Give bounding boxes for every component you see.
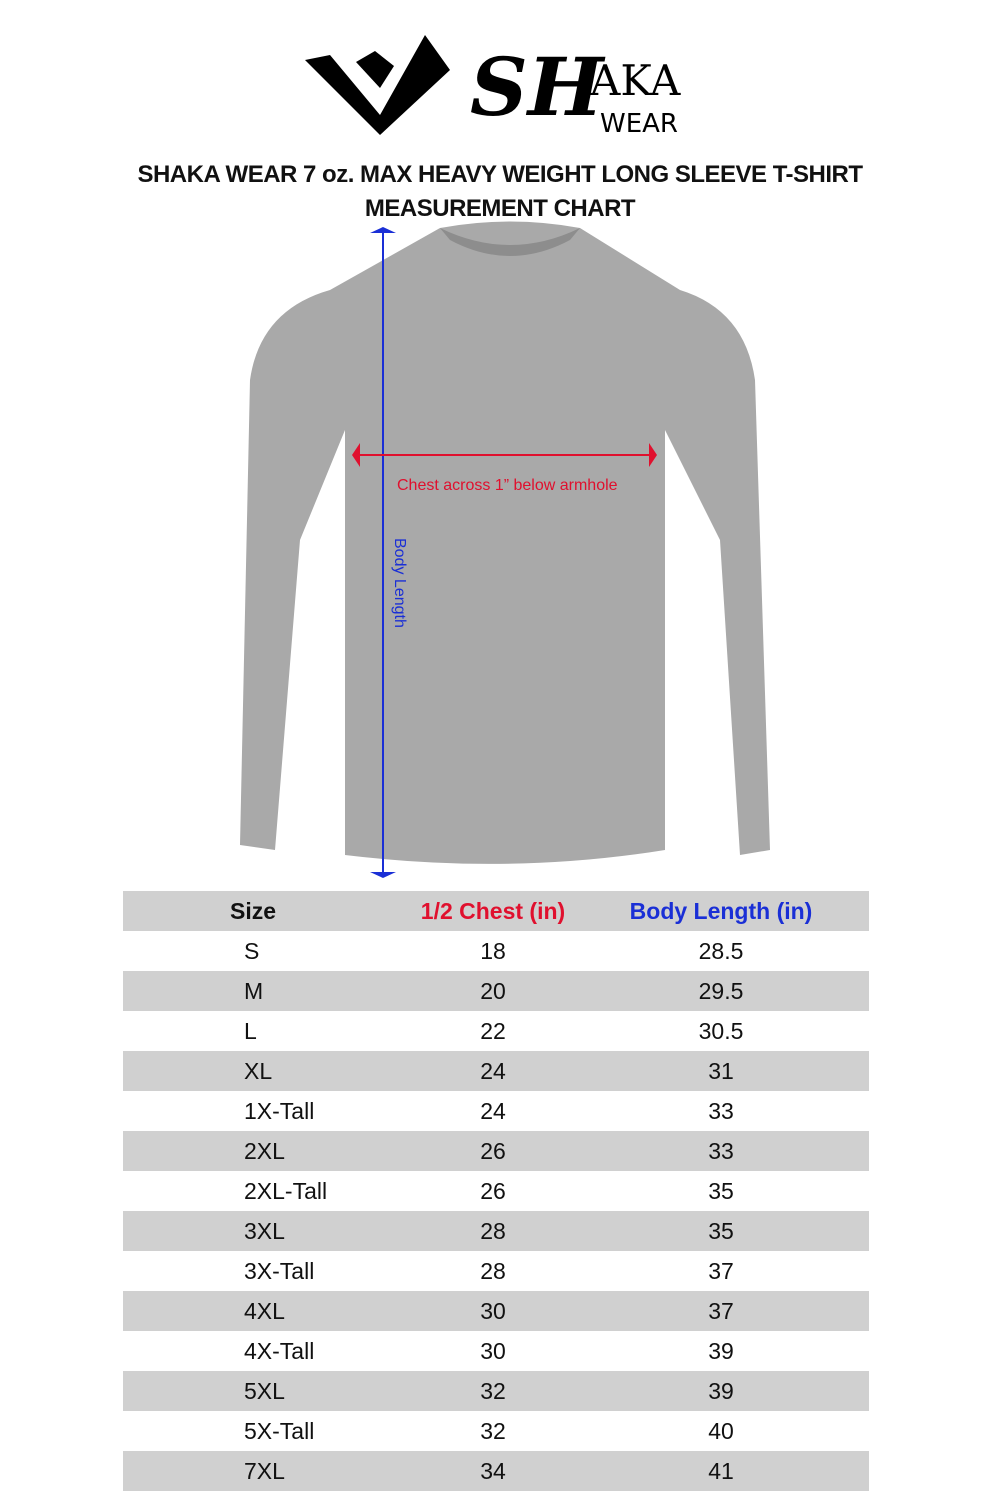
table-row: 4XL 30 37	[123, 1291, 869, 1331]
chest-cell: 24	[480, 1097, 506, 1124]
body-length-cell: 39	[573, 1371, 869, 1411]
body-length-cell: 35	[708, 1177, 734, 1204]
chest-cell: 22	[480, 1017, 506, 1044]
chest-cell: 26	[413, 1131, 573, 1171]
table-row: 1X-Tall 24 33	[123, 1091, 869, 1131]
chest-cell: 28	[480, 1257, 506, 1284]
table-row: 3XL 28 35	[123, 1211, 869, 1251]
chest-cell: 32	[413, 1371, 573, 1411]
chest-cell: 20	[413, 971, 573, 1011]
size-cell: 4XL	[123, 1291, 413, 1331]
header-size: Size	[123, 891, 413, 931]
body-length-cell: 30.5	[698, 1017, 744, 1044]
table-row: 5X-Tall 32 40	[123, 1411, 869, 1451]
body-length-cell: 41	[573, 1451, 869, 1491]
size-cell: 4X-Tall	[244, 1337, 315, 1364]
table-row: 3X-Tall 28 37	[123, 1251, 869, 1291]
svg-text:SH: SH	[470, 40, 606, 134]
body-length-cell: 35	[573, 1211, 869, 1251]
size-cell: 1X-Tall	[244, 1097, 315, 1124]
chart-title: SHAKA WEAR 7 oz. MAX HEAVY WEIGHT LONG S…	[0, 158, 1000, 226]
size-cell: S	[244, 937, 260, 964]
body-length-label: Body Length	[391, 538, 408, 628]
svg-text:AKA: AKA	[589, 56, 681, 105]
table-row: S 18 28.5	[123, 931, 869, 971]
size-cell: 3X-Tall	[244, 1257, 315, 1284]
table-row: 2XL-Tall 26 35	[123, 1171, 869, 1211]
size-cell: 2XL	[123, 1131, 413, 1171]
shirt-diagram	[240, 221, 770, 878]
table-row: 7XL 34 41	[123, 1451, 869, 1491]
chest-cell: 30	[413, 1291, 573, 1331]
size-cell: L	[244, 1017, 257, 1044]
size-cell: 5XL	[123, 1371, 413, 1411]
body-length-cell: 40	[708, 1417, 734, 1444]
chest-label: Chest across 1” below armhole	[397, 477, 618, 494]
size-cell: 2XL-Tall	[244, 1177, 328, 1204]
table-row: L 22 30.5	[123, 1011, 869, 1051]
header-body-length: Body Length (in)	[573, 891, 869, 931]
size-cell: 7XL	[123, 1451, 413, 1491]
chest-cell: 34	[413, 1451, 573, 1491]
body-length-cell: 33	[573, 1131, 869, 1171]
table-row: M 20 29.5	[123, 971, 869, 1011]
table-row: 5XL 32 39	[123, 1371, 869, 1411]
size-cell: M	[123, 971, 413, 1011]
table-row: 2XL 26 33	[123, 1131, 869, 1171]
size-table: Size 1/2 Chest (in) Body Length (in) S 18…	[123, 891, 869, 1491]
body-length-cell: 29.5	[573, 971, 869, 1011]
title-line-2: MEASUREMENT CHART	[364, 195, 636, 222]
body-length-cell: 37	[573, 1291, 869, 1331]
body-length-cell: 31	[573, 1051, 869, 1091]
body-length-cell: 39	[708, 1337, 734, 1364]
table-header: Size 1/2 Chest (in) Body Length (in)	[123, 891, 869, 931]
body-length-cell: 37	[708, 1257, 734, 1284]
chest-cell: 30	[480, 1337, 506, 1364]
chest-cell: 24	[413, 1051, 573, 1091]
chest-cell: 18	[480, 937, 506, 964]
chest-cell: 32	[480, 1417, 506, 1444]
svg-text:WEAR: WEAR	[600, 109, 678, 139]
shirt-body	[240, 221, 770, 864]
table-row: XL 24 31	[123, 1051, 869, 1091]
header-chest: 1/2 Chest (in)	[413, 891, 573, 931]
size-cell: 3XL	[123, 1211, 413, 1251]
size-cell: XL	[123, 1051, 413, 1091]
body-length-cell: 28.5	[698, 937, 744, 964]
shaka-wear-logo: SH AKA WEAR	[305, 35, 681, 139]
size-cell: 5X-Tall	[244, 1417, 315, 1444]
table-row: 4X-Tall 30 39	[123, 1331, 869, 1371]
body-length-cell: 33	[708, 1097, 734, 1124]
chest-cell: 28	[413, 1211, 573, 1251]
chest-cell: 26	[480, 1177, 506, 1204]
title-line-1: SHAKA WEAR 7 oz. MAX HEAVY WEIGHT LONG S…	[137, 161, 863, 188]
